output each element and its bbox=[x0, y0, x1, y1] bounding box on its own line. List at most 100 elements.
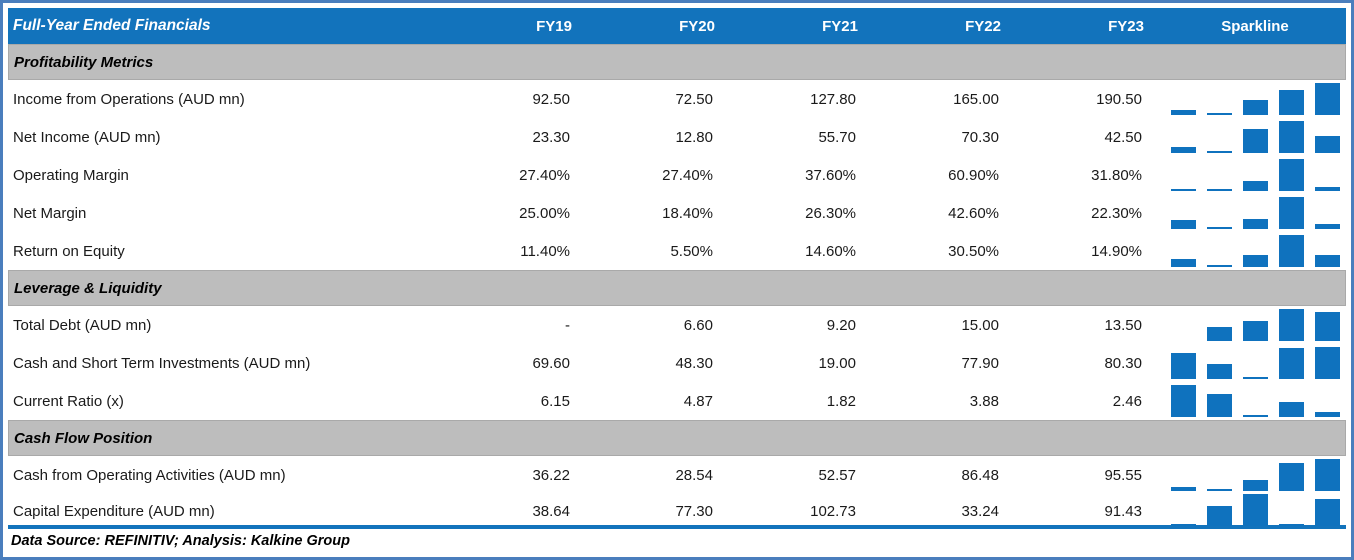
financials-table: Full-Year Ended Financials FY19 FY20 FY21 F… bbox=[8, 8, 1346, 553]
cell-value: 95.55 bbox=[1104, 466, 1142, 484]
cell-value: 19.00 bbox=[818, 354, 856, 372]
sparkline-bar bbox=[1242, 377, 1268, 379]
cell-value: 37.60% bbox=[805, 166, 856, 184]
cell-value: 30.50% bbox=[948, 242, 999, 260]
cell-value: 69.60 bbox=[532, 354, 570, 372]
sparkline-chart bbox=[1164, 118, 1346, 156]
sparkline-bar bbox=[1314, 83, 1340, 115]
sparkline-bar bbox=[1278, 90, 1304, 115]
cell-value: 2.46 bbox=[1112, 392, 1142, 410]
table-title: Full-Year Ended Financials bbox=[13, 17, 211, 34]
row-label: Net Income (AUD mn) bbox=[13, 128, 161, 146]
row-label: Current Ratio (x) bbox=[13, 392, 124, 410]
cell-value: 12.80 bbox=[675, 128, 713, 146]
sparkline-bar bbox=[1314, 224, 1340, 229]
sparkline-bar bbox=[1242, 494, 1268, 526]
cell-value: 92.50 bbox=[532, 90, 570, 108]
cell-value: 6.15 bbox=[540, 392, 570, 410]
sparkline-bar bbox=[1278, 235, 1304, 267]
sparkline-bar bbox=[1278, 402, 1304, 417]
cell-value: 4.87 bbox=[683, 392, 713, 410]
sparkline-bar bbox=[1206, 151, 1232, 153]
column-header-fy20: FY20 bbox=[679, 17, 715, 35]
sparkline-bar bbox=[1242, 129, 1268, 153]
row-label: Operating Margin bbox=[13, 166, 129, 184]
cell-value: 42.50 bbox=[1104, 128, 1142, 146]
sparkline-bar bbox=[1314, 136, 1340, 153]
cell-value: 165.00 bbox=[953, 90, 999, 108]
sparkline-bar bbox=[1242, 321, 1268, 341]
cell-value: 33.24 bbox=[961, 503, 999, 520]
sparkline-bar bbox=[1242, 255, 1268, 267]
sparkline-bar bbox=[1242, 415, 1268, 417]
sparkline-bar bbox=[1314, 255, 1340, 267]
table-row: Operating Margin 27.40% 27.40% 37.60% 60.90%… bbox=[8, 156, 1346, 194]
sparkline-bar bbox=[1170, 487, 1196, 491]
cell-value: 25.00% bbox=[519, 204, 570, 222]
cell-value: 13.50 bbox=[1104, 316, 1142, 334]
sparkline-chart bbox=[1164, 306, 1346, 344]
row-label: Cash from Operating Activities (AUD mn) bbox=[13, 466, 286, 484]
cell-value: 102.73 bbox=[810, 503, 856, 520]
sparkline-bar bbox=[1278, 197, 1304, 229]
cell-value: 86.48 bbox=[961, 466, 999, 484]
cell-value: 190.50 bbox=[1096, 90, 1142, 108]
cell-value: 77.30 bbox=[675, 503, 713, 520]
row-label: Return on Equity bbox=[13, 242, 125, 260]
table-row: Net Income (AUD mn) 23.30 12.80 55.70 70.30 4… bbox=[8, 118, 1346, 156]
table-row: Cash and Short Term Investments (AUD mn)… bbox=[8, 344, 1346, 382]
sparkline-chart bbox=[1164, 194, 1346, 232]
sparkline-bar bbox=[1170, 110, 1196, 115]
sparkline-bar bbox=[1278, 309, 1304, 341]
sparkline-bar bbox=[1170, 259, 1196, 267]
cell-value: 6.60 bbox=[683, 316, 713, 334]
cell-value: 77.90 bbox=[961, 354, 999, 372]
section-heading: Cash Flow Position bbox=[8, 420, 1346, 456]
row-label: Net Margin bbox=[13, 204, 87, 222]
cell-value: 38.64 bbox=[532, 503, 570, 520]
cell-value: 91.43 bbox=[1104, 503, 1142, 520]
sparkline-bar bbox=[1314, 412, 1340, 417]
sparkline-chart bbox=[1164, 456, 1346, 494]
cell-value: 27.40% bbox=[662, 166, 713, 184]
cell-value: 70.30 bbox=[961, 128, 999, 146]
cell-value: 23.30 bbox=[532, 128, 570, 146]
sparkline-bar bbox=[1278, 524, 1304, 526]
sparkline-chart bbox=[1164, 80, 1346, 118]
sparkline-bar bbox=[1242, 100, 1268, 115]
cell-value: - bbox=[565, 316, 570, 334]
column-header-fy21: FY21 bbox=[822, 17, 858, 35]
cell-value: 9.20 bbox=[826, 316, 856, 334]
sparkline-bar bbox=[1170, 189, 1196, 191]
table-row: Income from Operations (AUD mn) 92.50 72.5… bbox=[8, 80, 1346, 118]
cell-value: 60.90% bbox=[948, 166, 999, 184]
sparkline-bar bbox=[1278, 159, 1304, 191]
cell-value: 42.60% bbox=[948, 204, 999, 222]
table-row: Cash from Operating Activities (AUD mn) 3… bbox=[8, 456, 1346, 494]
sparkline-bar bbox=[1206, 364, 1232, 379]
sparkline-bar bbox=[1242, 181, 1268, 191]
sparkline-bar bbox=[1170, 147, 1196, 153]
sparkline-bar bbox=[1278, 348, 1304, 379]
sparkline-chart bbox=[1164, 382, 1346, 420]
sparkline-bar bbox=[1242, 219, 1268, 229]
cell-value: 48.30 bbox=[675, 354, 713, 372]
sparkline-bar bbox=[1206, 506, 1232, 526]
sparkline-chart bbox=[1164, 232, 1346, 270]
sparkline-bar bbox=[1314, 347, 1340, 379]
sparkline-bar bbox=[1206, 489, 1232, 491]
sparkline-bar bbox=[1314, 499, 1340, 526]
section-heading: Profitability Metrics bbox=[8, 44, 1346, 80]
sparkline-bar bbox=[1170, 220, 1196, 229]
table-row: Capital Expenditure (AUD mn) 38.64 77.30 10… bbox=[8, 494, 1346, 526]
table-header-row: Full-Year Ended Financials FY19 FY20 FY21 F… bbox=[8, 8, 1346, 44]
cell-value: 14.60% bbox=[805, 242, 856, 260]
sparkline-bar bbox=[1314, 459, 1340, 491]
cell-value: 36.22 bbox=[532, 466, 570, 484]
row-label: Capital Expenditure (AUD mn) bbox=[13, 503, 215, 520]
table-body: Profitability Metrics Income from Operati… bbox=[8, 44, 1346, 526]
column-header-fy19: FY19 bbox=[536, 17, 572, 35]
sparkline-bar bbox=[1278, 463, 1304, 491]
sparkline-bar bbox=[1170, 385, 1196, 417]
sparkline-bar bbox=[1278, 121, 1304, 153]
